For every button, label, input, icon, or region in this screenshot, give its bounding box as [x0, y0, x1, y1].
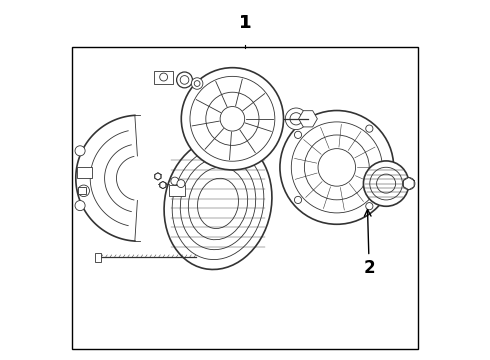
Circle shape [294, 131, 302, 139]
Circle shape [180, 76, 189, 84]
Ellipse shape [164, 137, 272, 270]
Circle shape [366, 203, 373, 210]
Circle shape [220, 107, 245, 131]
Circle shape [194, 81, 200, 86]
Circle shape [304, 135, 369, 200]
Bar [170, 185, 185, 196]
Polygon shape [160, 181, 166, 189]
Circle shape [190, 76, 275, 161]
Circle shape [78, 185, 90, 197]
Circle shape [290, 113, 302, 125]
Ellipse shape [188, 167, 247, 240]
Ellipse shape [180, 157, 256, 249]
Bar [95, 253, 101, 262]
Circle shape [280, 111, 393, 224]
Polygon shape [155, 173, 161, 180]
Circle shape [171, 177, 179, 185]
Text: 1: 1 [239, 14, 251, 32]
Circle shape [370, 167, 402, 200]
Circle shape [75, 146, 85, 156]
Circle shape [160, 73, 168, 81]
Circle shape [75, 201, 85, 211]
Circle shape [181, 68, 284, 170]
Circle shape [366, 125, 373, 132]
Bar [154, 71, 173, 84]
Circle shape [192, 78, 203, 89]
Circle shape [81, 188, 87, 194]
Bar [77, 187, 86, 194]
Polygon shape [298, 111, 318, 127]
Circle shape [403, 177, 415, 190]
Circle shape [176, 72, 193, 88]
Circle shape [285, 108, 307, 130]
Circle shape [206, 92, 259, 145]
Ellipse shape [172, 147, 264, 260]
Circle shape [177, 180, 185, 188]
Circle shape [377, 174, 395, 193]
Text: 2: 2 [364, 210, 375, 277]
Circle shape [294, 196, 302, 203]
Bar [77, 167, 92, 178]
Bar [72, 47, 418, 349]
Circle shape [291, 122, 382, 213]
Text: 1: 1 [239, 14, 251, 32]
Circle shape [318, 149, 356, 186]
Ellipse shape [197, 178, 239, 229]
Circle shape [364, 161, 409, 206]
